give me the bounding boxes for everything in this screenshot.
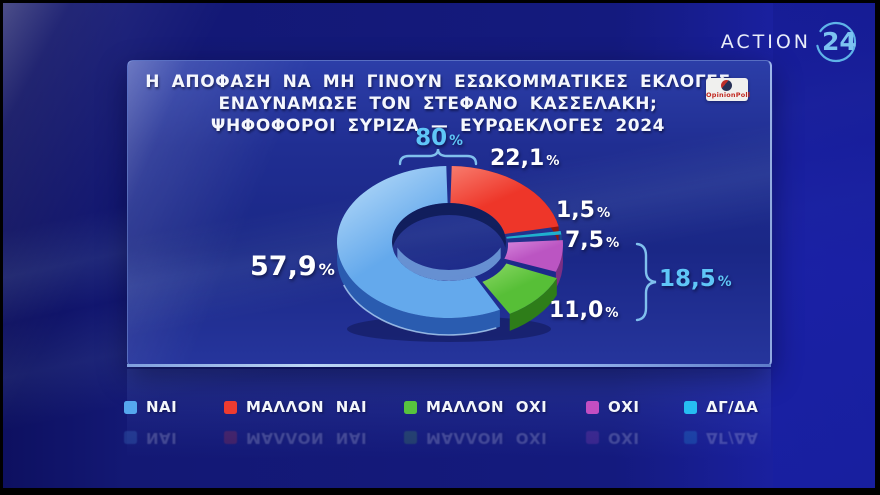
- opinionpoll-badge: OpinionPoll: [706, 78, 751, 101]
- poll-title-line1: Η ΑΠΟΦΑΣΗ ΝΑ ΜΗ ΓΙΝΟΥΝ ΕΣΩΚΟΜΜΑΤΙΚΕΣ ΕΚΛ…: [145, 72, 731, 92]
- legend-item-mallon-nai: ΜΑΛΛΟΝ ΝΑΙ: [224, 427, 367, 449]
- legend-item-dgda: ΔΓ/ΔΑ: [684, 396, 758, 418]
- channel-name: ACTION: [720, 31, 811, 53]
- aggregate-label-18-5: 18,5%: [659, 266, 732, 292]
- legend-item-mallon-oxi: ΜΑΛΛΟΝ ΟΧΙ: [404, 427, 547, 449]
- aggregate-label-80: 80%: [415, 125, 463, 151]
- poll-title-line2: ΕΝΔΥΝΑΜΩΣΕ ΤΟΝ ΣΤΕΦΑΝΟ ΚΑΣΣΕΛΑΚΗ;: [218, 94, 658, 114]
- logo-circle-icon: [815, 21, 857, 63]
- panel-reflection: [127, 369, 771, 488]
- legend-item-nai: ΝΑΙ: [124, 427, 177, 449]
- channel-number: 24: [822, 27, 857, 56]
- value-label-oxi: 7,5%: [565, 228, 620, 253]
- legend-item-mallon-nai: ΜΑΛΛΟΝ ΝΑΙ: [224, 396, 367, 418]
- panel-bottom-edge: [127, 364, 771, 367]
- legend-swatch-mallon-oxi: [404, 431, 417, 445]
- channel-logo: ACTION 24: [721, 21, 859, 63]
- studio-background: ACTION 24 Η ΑΠΟΦΑΣΗ ΝΑ ΜΗ ΓΙΝΟΥΝ ΕΣΩΚΟΜΜ…: [3, 3, 875, 488]
- legend: ΝΑΙ ΜΑΛΛΟΝ ΝΑΙ ΜΑΛΛΟΝ ΟΧΙ ΟΧΙ ΔΓ/ΔΑ: [3, 396, 875, 418]
- opinionpoll-name: OpinionPoll: [706, 91, 751, 99]
- value-label-mallon-nai: 22,1%: [490, 146, 560, 171]
- legend-swatch-oxi: [586, 400, 599, 414]
- legend-item-dgda: ΔΓ/ΔΑ: [684, 427, 758, 449]
- legend-swatch-mallon-nai: [224, 400, 237, 414]
- value-label-mallon-oxi: 11,0%: [549, 298, 619, 323]
- legend-item-oxi: ΟΧΙ: [586, 427, 639, 449]
- legend-reflection: ΝΑΙ ΜΑΛΛΟΝ ΝΑΙ ΜΑΛΛΟΝ ΟΧΙ ΟΧΙ ΔΓ/ΔΑ: [3, 427, 875, 449]
- value-label-dgda: 1,5%: [556, 198, 611, 223]
- legend-item-nai: ΝΑΙ: [124, 396, 177, 418]
- legend-swatch-oxi: [586, 431, 599, 445]
- legend-swatch-dgda: [684, 431, 697, 445]
- opinionpoll-logo-icon: [721, 80, 732, 91]
- channel-number-badge: 24: [813, 19, 859, 65]
- legend-item-mallon-oxi: ΜΑΛΛΟΝ ΟΧΙ: [404, 396, 547, 418]
- legend-swatch-dgda: [684, 400, 697, 414]
- legend-swatch-mallon-nai: [224, 431, 237, 445]
- legend-swatch-nai: [124, 431, 137, 445]
- legend-swatch-nai: [124, 400, 137, 414]
- poll-title-line3: ΨΗΦΟΦΟΡΟΙ ΣΥΡΙΖΑ — ΕΥΡΩΕΚΛΟΓΕΣ 2024: [210, 116, 666, 136]
- donut-chart: [337, 166, 563, 342]
- value-label-nai: 57,9%: [250, 251, 335, 282]
- legend-item-oxi: ΟΧΙ: [586, 396, 639, 418]
- legend-swatch-mallon-oxi: [404, 400, 417, 414]
- poll-title: Η ΑΠΟΦΑΣΗ ΝΑ ΜΗ ΓΙΝΟΥΝ ΕΣΩΚΟΜΜΑΤΙΚΕΣ ΕΚΛ…: [132, 71, 744, 137]
